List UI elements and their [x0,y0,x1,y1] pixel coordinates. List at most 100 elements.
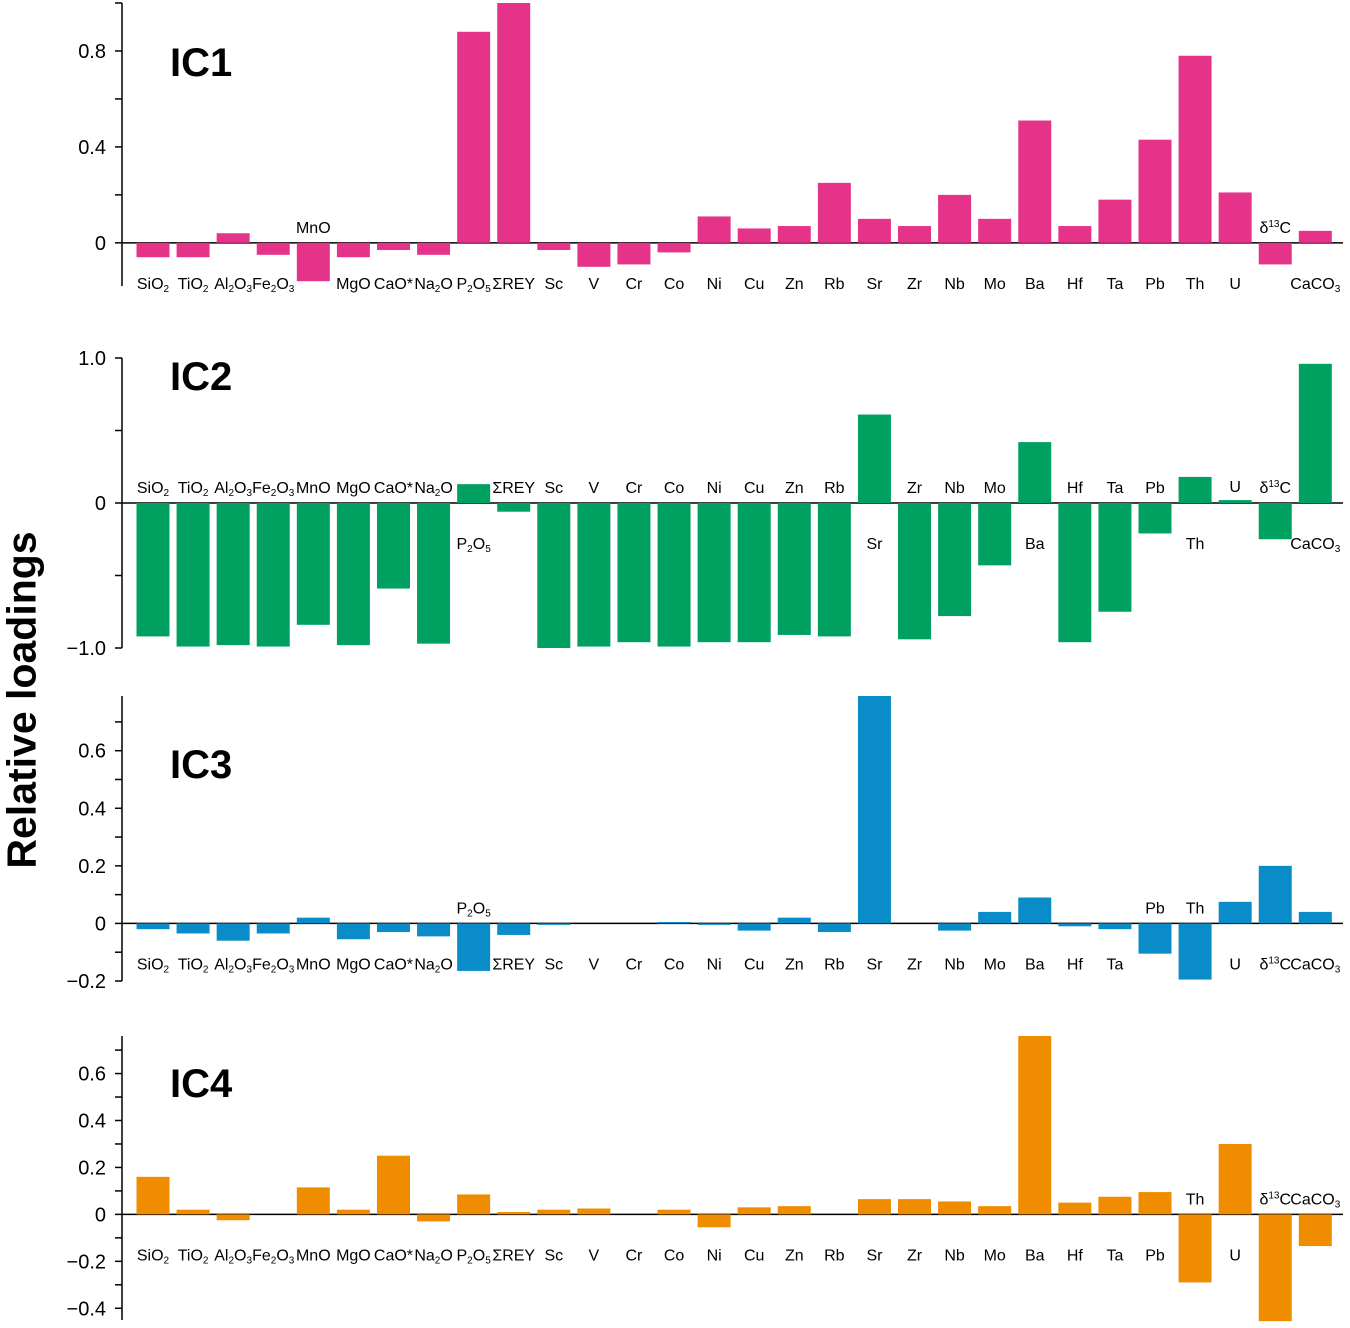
bar-Ni [697,1214,731,1228]
bar-Rb [817,182,851,243]
x-category-label: U [1229,956,1241,973]
x-category-label: Ba [1025,276,1045,293]
x-category-label: P2O5 [457,900,492,919]
panel-title: IC4 [170,1062,233,1106]
bar-CaCO3 [1298,363,1332,503]
bar-Al2O3 [216,1214,250,1221]
y-tick-label: 0 [95,493,106,515]
bar-Al2O3 [216,923,250,941]
y-axis-title-text: Relative loadings [0,531,45,869]
bar-SiO2 [136,242,170,258]
x-category-label: Hf [1067,1247,1084,1264]
bar-Sr [857,218,891,243]
bar-Sc [537,503,571,648]
y-tick-label: 0 [95,913,106,935]
x-category-label: MgO [336,480,371,497]
bar-P2O5 [457,31,491,243]
x-category-label: Al2O3 [214,956,252,975]
y-tick-label: −0.4 [67,1298,106,1320]
x-category-label: Rb [824,956,845,973]
x-category-label: P2O5 [457,536,492,555]
bar-ΣREY [497,1212,531,1215]
bar-Co [657,921,691,924]
bar-Ta [1098,1196,1132,1215]
bar-V [577,503,611,647]
bar-SiO2 [136,923,170,930]
x-category-label: Th [1186,276,1205,293]
x-category-label: Zn [785,956,804,973]
bar-Pb [1138,923,1172,954]
x-category-label: Al2O3 [214,480,252,499]
bar-U [1218,1143,1252,1215]
y-tick-label: 0.8 [78,41,106,63]
bar-Th [1178,1214,1212,1283]
bar-Mo [978,218,1012,243]
x-category-label: V [589,956,600,973]
x-category-label: MnO [296,956,331,973]
x-category-label: Hf [1067,956,1084,973]
x-category-label: Pb [1145,276,1165,293]
bar-Hf [1058,503,1092,643]
x-category-label: Hf [1067,480,1084,497]
bar-Nb [938,1201,972,1215]
x-category-label: CaO* [374,276,413,293]
x-category-label: MnO [296,480,331,497]
x-category-label: Nb [944,956,965,973]
bar-Nb [938,923,972,931]
x-category-label: U [1229,1247,1241,1264]
bar-ΣREY [497,503,531,512]
bar-Zn [777,1206,811,1215]
x-category-label: Al2O3 [214,1247,252,1266]
x-category-label: Nb [944,276,965,293]
bar-MnO [296,242,330,282]
bar-Ba [1018,897,1052,924]
x-category-label: Ta [1106,276,1123,293]
bar-Hf [1058,923,1092,927]
bar-Mo [978,911,1012,924]
bar-MgO [336,1209,370,1215]
x-category-label: MgO [336,1247,371,1264]
x-category-label: CaO* [374,956,413,973]
x-category-label: CaO* [374,1247,413,1264]
bar-Mo [978,503,1012,566]
bar-Ba [1018,120,1052,243]
x-category-label: Ni [707,480,722,497]
bar-Cu [737,923,771,931]
bar-U [1218,500,1252,503]
bar-Th [1178,55,1212,243]
x-category-label: Cu [744,956,764,973]
x-category-label: Cr [626,956,644,973]
x-category-label: Zn [785,276,804,293]
x-category-label: CaO* [374,480,413,497]
bar-ΣREY [497,3,531,243]
x-category-label: Pb [1145,1247,1165,1264]
bar-U [1218,901,1252,924]
y-tick-label: 0.4 [78,798,106,820]
x-category-label: MgO [336,956,371,973]
y-tick-label: 1.0 [78,348,106,370]
bar-Ta [1098,923,1132,930]
x-category-label: V [589,1247,600,1264]
x-category-label: SiO2 [137,956,170,975]
y-tick-label: 0.2 [78,856,106,878]
x-category-label: U [1229,276,1241,293]
bar-Na2O [417,1214,451,1222]
x-category-label: Zr [907,276,923,293]
x-category-label: δ13C [1259,479,1291,497]
x-category-label: Al2O3 [214,276,252,295]
x-category-label: MnO [296,1247,331,1264]
x-category-label: Sr [866,276,883,293]
x-category-label: Ba [1025,536,1045,553]
bar-MnO [296,917,330,924]
bar-Hf [1058,1202,1092,1215]
x-category-label: Th [1186,536,1205,553]
x-category-label: SiO2 [137,1247,170,1266]
bar-SiO2 [136,1176,170,1215]
x-category-label: Ta [1106,480,1123,497]
x-category-label: ΣREY [492,956,535,973]
x-category-label: Nb [944,1247,965,1264]
x-category-label: Nb [944,480,965,497]
x-category-label: Co [664,956,685,973]
bar-V [577,1208,611,1215]
bar-TiO2 [176,1209,210,1215]
